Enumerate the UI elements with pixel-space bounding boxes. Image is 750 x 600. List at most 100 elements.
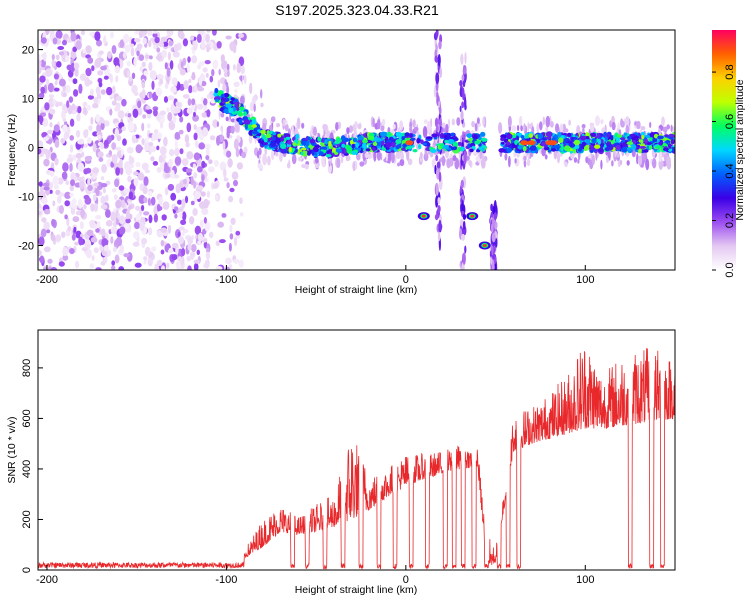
spectrogram-cell [390, 146, 394, 151]
spectrogram-cell [205, 251, 211, 260]
spectrogram-cell [98, 226, 102, 235]
spectrogram-cell [406, 145, 413, 150]
spectrogram-cell [137, 100, 142, 109]
spectrogram-cell [133, 171, 139, 176]
spectrogram-cell [38, 236, 45, 247]
spectrogram-cell [86, 104, 92, 111]
spectrogram-cell [191, 55, 198, 64]
spectrogram-cell [666, 155, 671, 168]
spectrogram-cell [45, 30, 50, 36]
spectrogram-cell [39, 75, 46, 83]
spectrogram-cell [318, 151, 324, 156]
spectrogram-cell [182, 211, 187, 221]
spectrogram-cell [595, 150, 598, 161]
spectrogram-cell [177, 231, 181, 238]
spectrogram-cell [555, 123, 560, 133]
spectrogram-cell [405, 140, 414, 146]
spectrogram-cell [233, 179, 238, 187]
spectrogram-cell [212, 119, 219, 128]
spectrogram-cell [61, 231, 66, 238]
spectrogram-cell [464, 52, 467, 65]
snr-y-tick-label: 800 [21, 359, 33, 377]
spectrogram-cell [72, 78, 78, 85]
figure-title: S197.2025.323.04.33.R21 [275, 2, 439, 18]
spectrogram-cell [83, 129, 89, 139]
spectrogram-cell [52, 200, 56, 207]
spectrogram-cell [585, 132, 589, 138]
spectrogram-cell [315, 156, 319, 164]
spectrogram-cell [108, 150, 113, 156]
spectrogram-cell [103, 75, 109, 80]
spectrogram-cell [54, 80, 58, 86]
spectrogram-cell [226, 85, 230, 95]
spectrogram-cell [210, 99, 217, 104]
spectrogram-cell [439, 105, 442, 116]
spectrogram-cell [89, 91, 94, 96]
spectrogram-cell [423, 119, 428, 124]
spectrogram-cell [194, 190, 201, 200]
spectrogram-cell [133, 91, 139, 96]
spectrogram-cell [204, 221, 211, 232]
snr-x-tick-label: 100 [576, 574, 594, 586]
spectrogram-cell [640, 131, 646, 137]
spectrogram-cell [167, 51, 171, 61]
spectrogram-cell [187, 56, 191, 63]
spectrogram-cell [233, 138, 239, 150]
spectrogram-cell [181, 231, 185, 237]
spectrogram-cell [95, 86, 101, 95]
spectrogram-cell [115, 96, 123, 101]
spectrogram-cell [301, 164, 306, 168]
spectrogram-cell [42, 117, 49, 127]
spectrogram-cell [505, 133, 513, 140]
spectrogram-cell [114, 178, 120, 188]
spectrogram-cell [527, 123, 532, 129]
spectrogram-cell [462, 213, 467, 220]
spectrogram-cell [183, 80, 189, 90]
spectrogram-cell [101, 163, 107, 173]
spectrogram-cell [196, 249, 200, 255]
spectrogram-cell [160, 249, 165, 255]
spectrogram-cell [196, 103, 204, 110]
spectrogram-cell [191, 71, 196, 81]
spectrogram-cell [197, 166, 203, 173]
spectrogram-cell [97, 134, 102, 139]
snr-y-tick-label: 400 [21, 460, 33, 478]
spectrogram-cell [154, 36, 160, 44]
spectrogram-cell [98, 157, 104, 163]
spectrogram-cell [263, 136, 268, 143]
spectrogram-cell [82, 49, 87, 54]
spectrogram-cell [228, 242, 232, 252]
spectrogram-cell [75, 130, 81, 138]
spectrogram-cell [51, 58, 55, 69]
colorbar-tick-label: 0.8 [724, 64, 736, 79]
spectrogram-cell [80, 208, 85, 218]
spectrogram-cell [325, 145, 329, 151]
spectrogram-cell [301, 150, 309, 157]
snr-x-tick-label: -200 [36, 574, 58, 586]
spectrogram-cell [121, 126, 126, 132]
spectrogram-cell [127, 175, 132, 183]
spectrogram-cell [111, 142, 117, 150]
spectrogram-cell [529, 145, 537, 151]
spectrogram-cell [635, 145, 640, 150]
spectrogram-cell [351, 150, 357, 155]
spectrogram-cell [153, 213, 158, 223]
spectrogram-cell [362, 150, 367, 161]
spectrogram-cell [67, 76, 74, 82]
spectrogram-cell [520, 135, 525, 139]
spectrogram-cell [52, 175, 60, 186]
spectrogram-cell [623, 132, 627, 136]
spectrogram-cell [92, 131, 99, 137]
spectrogram-cell [174, 213, 178, 219]
spectrogram-cell [92, 103, 99, 109]
spectrogram-cell [173, 174, 180, 179]
spectrogram-cell [200, 191, 206, 197]
spectrogram-cell [89, 32, 95, 37]
spectrogram-cell [187, 237, 194, 245]
spectrogram-cell [143, 176, 149, 187]
spectrogram-cell [110, 31, 114, 39]
spectrogram-cell [380, 124, 385, 132]
spectrogram-cell [186, 256, 192, 262]
spectrogram-cell [128, 76, 133, 82]
spectrogram-cell [62, 124, 68, 133]
